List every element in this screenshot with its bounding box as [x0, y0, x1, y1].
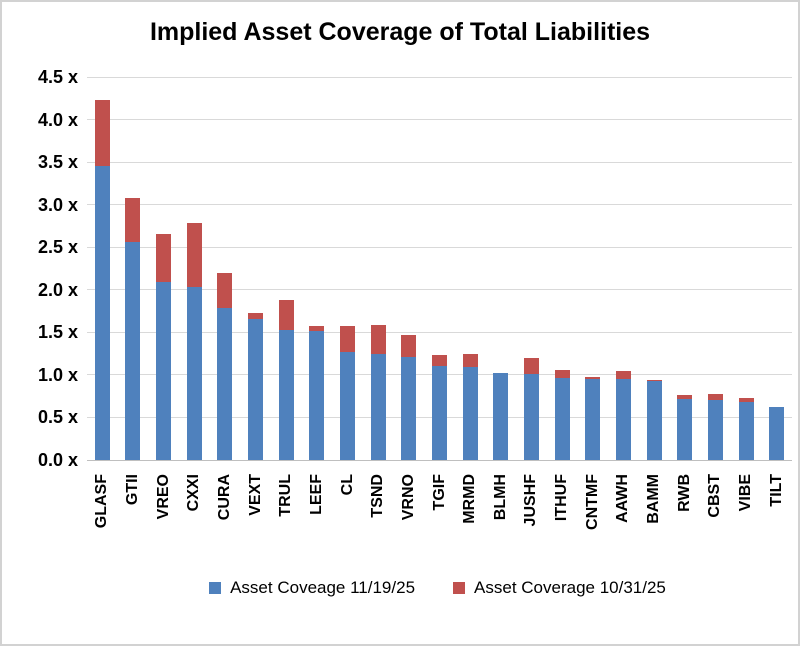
x-tick-label-tsnd: TSND	[369, 474, 387, 518]
x-tick-label-cxxi: CXXI	[185, 474, 203, 512]
bar-VREO-current	[156, 282, 172, 460]
x-tick-label-tgif: TGIF	[430, 474, 448, 511]
bar-CXXI-current	[186, 287, 202, 460]
legend-swatch-red	[453, 582, 466, 594]
bar-ITHUF-current	[554, 378, 570, 460]
x-tick-label-leef: LEEF	[307, 474, 325, 515]
x-tick-label-vrno: VRNO	[399, 474, 417, 521]
gridline	[87, 161, 792, 163]
gridline	[87, 204, 792, 206]
x-tick-label-cntmf: CNTMF	[583, 474, 601, 530]
gridline	[87, 331, 792, 333]
bar-BLMH-current	[493, 373, 509, 460]
bar-AAWH-current	[615, 379, 631, 460]
bar-CNTMF-current	[585, 379, 601, 460]
y-tick-label: 4.5 x	[37, 67, 78, 87]
x-tick-label-glasf: GLASF	[93, 474, 111, 529]
bar-VIBE-current	[738, 402, 754, 460]
bar-MRMD-current	[462, 367, 478, 460]
bar-TILT-current	[769, 407, 785, 460]
plot-area	[87, 76, 792, 461]
x-tick-label-blmh: BLMH	[491, 474, 509, 521]
x-tick-label-aawh: AAWH	[614, 474, 632, 523]
y-tick-label: 4.0 x	[37, 109, 78, 130]
y-tick-label: 0.0 x	[37, 450, 78, 470]
bar-VEXT-current	[248, 318, 264, 460]
y-tick-label: 1.5 x	[37, 322, 78, 343]
bar-CBST-current	[707, 400, 723, 460]
bar-TGIF-current	[432, 366, 447, 460]
legend-swatch-blue	[209, 582, 222, 594]
x-tick-label-vibe: VIBE	[737, 474, 755, 512]
x-tick-label-jushf: JUSHF	[522, 474, 540, 527]
x-tick-label-rwb: RWB	[675, 474, 693, 512]
gridline	[87, 246, 792, 248]
legend-item-prior: Asset Coverage 10/31/25	[453, 578, 666, 598]
x-tick-label-cura: CURA	[215, 474, 233, 521]
gridline	[87, 119, 792, 121]
bar-VRNO-current	[401, 357, 417, 460]
bar-LEEF-current	[309, 330, 325, 460]
x-tick-label-bamm: BAMM	[645, 474, 663, 524]
y-tick-label: 2.0 x	[37, 279, 78, 300]
x-tick-label-ithuf: ITHUF	[553, 474, 571, 522]
bar-GLASF-current	[94, 166, 110, 460]
legend-label-current: Asset Coveage 11/19/25	[230, 578, 416, 597]
bar-TSND-current	[370, 353, 386, 460]
x-axis-line	[87, 459, 792, 461]
x-tick-label-cbst: CBST	[706, 474, 724, 518]
y-tick-label: 1.0 x	[37, 364, 78, 385]
x-tick-label-cl: CL	[338, 474, 356, 496]
gridline	[87, 289, 792, 291]
bar-GTII-current	[125, 242, 141, 460]
x-tick-label-mrmd: MRMD	[461, 474, 479, 524]
y-tick-label: 0.5 x	[37, 407, 78, 428]
x-tick-label-vext: VEXT	[246, 474, 264, 516]
gridline	[87, 76, 792, 78]
y-tick-label: 3.0 x	[37, 194, 78, 215]
bar-TRUL-current	[278, 329, 294, 460]
chart-title: Implied Asset Coverage of Total Liabilit…	[149, 18, 651, 46]
y-tick-label: 2.5 x	[37, 237, 78, 258]
legend-item-current: Asset Coveage 11/19/25	[209, 578, 415, 598]
x-tick-label-vreo: VREO	[154, 474, 172, 520]
y-tick-label: 3.5 x	[37, 152, 78, 173]
bar-CURA-current	[217, 307, 233, 460]
bar-RWB-current	[677, 398, 693, 460]
x-tick-label-gtii: GTII	[123, 474, 141, 506]
bar-CL-current	[340, 351, 356, 460]
x-tick-label-trul: TRUL	[277, 474, 295, 517]
bar-BAMM-current	[646, 380, 662, 460]
x-tick-label-tilt: TILT	[767, 474, 785, 507]
bar-JUSHF-current	[523, 374, 539, 460]
legend: Asset Coveage 11/19/25 Asset Coverage 10…	[87, 574, 788, 602]
legend-label-prior: Asset Coverage 10/31/25	[474, 578, 666, 597]
